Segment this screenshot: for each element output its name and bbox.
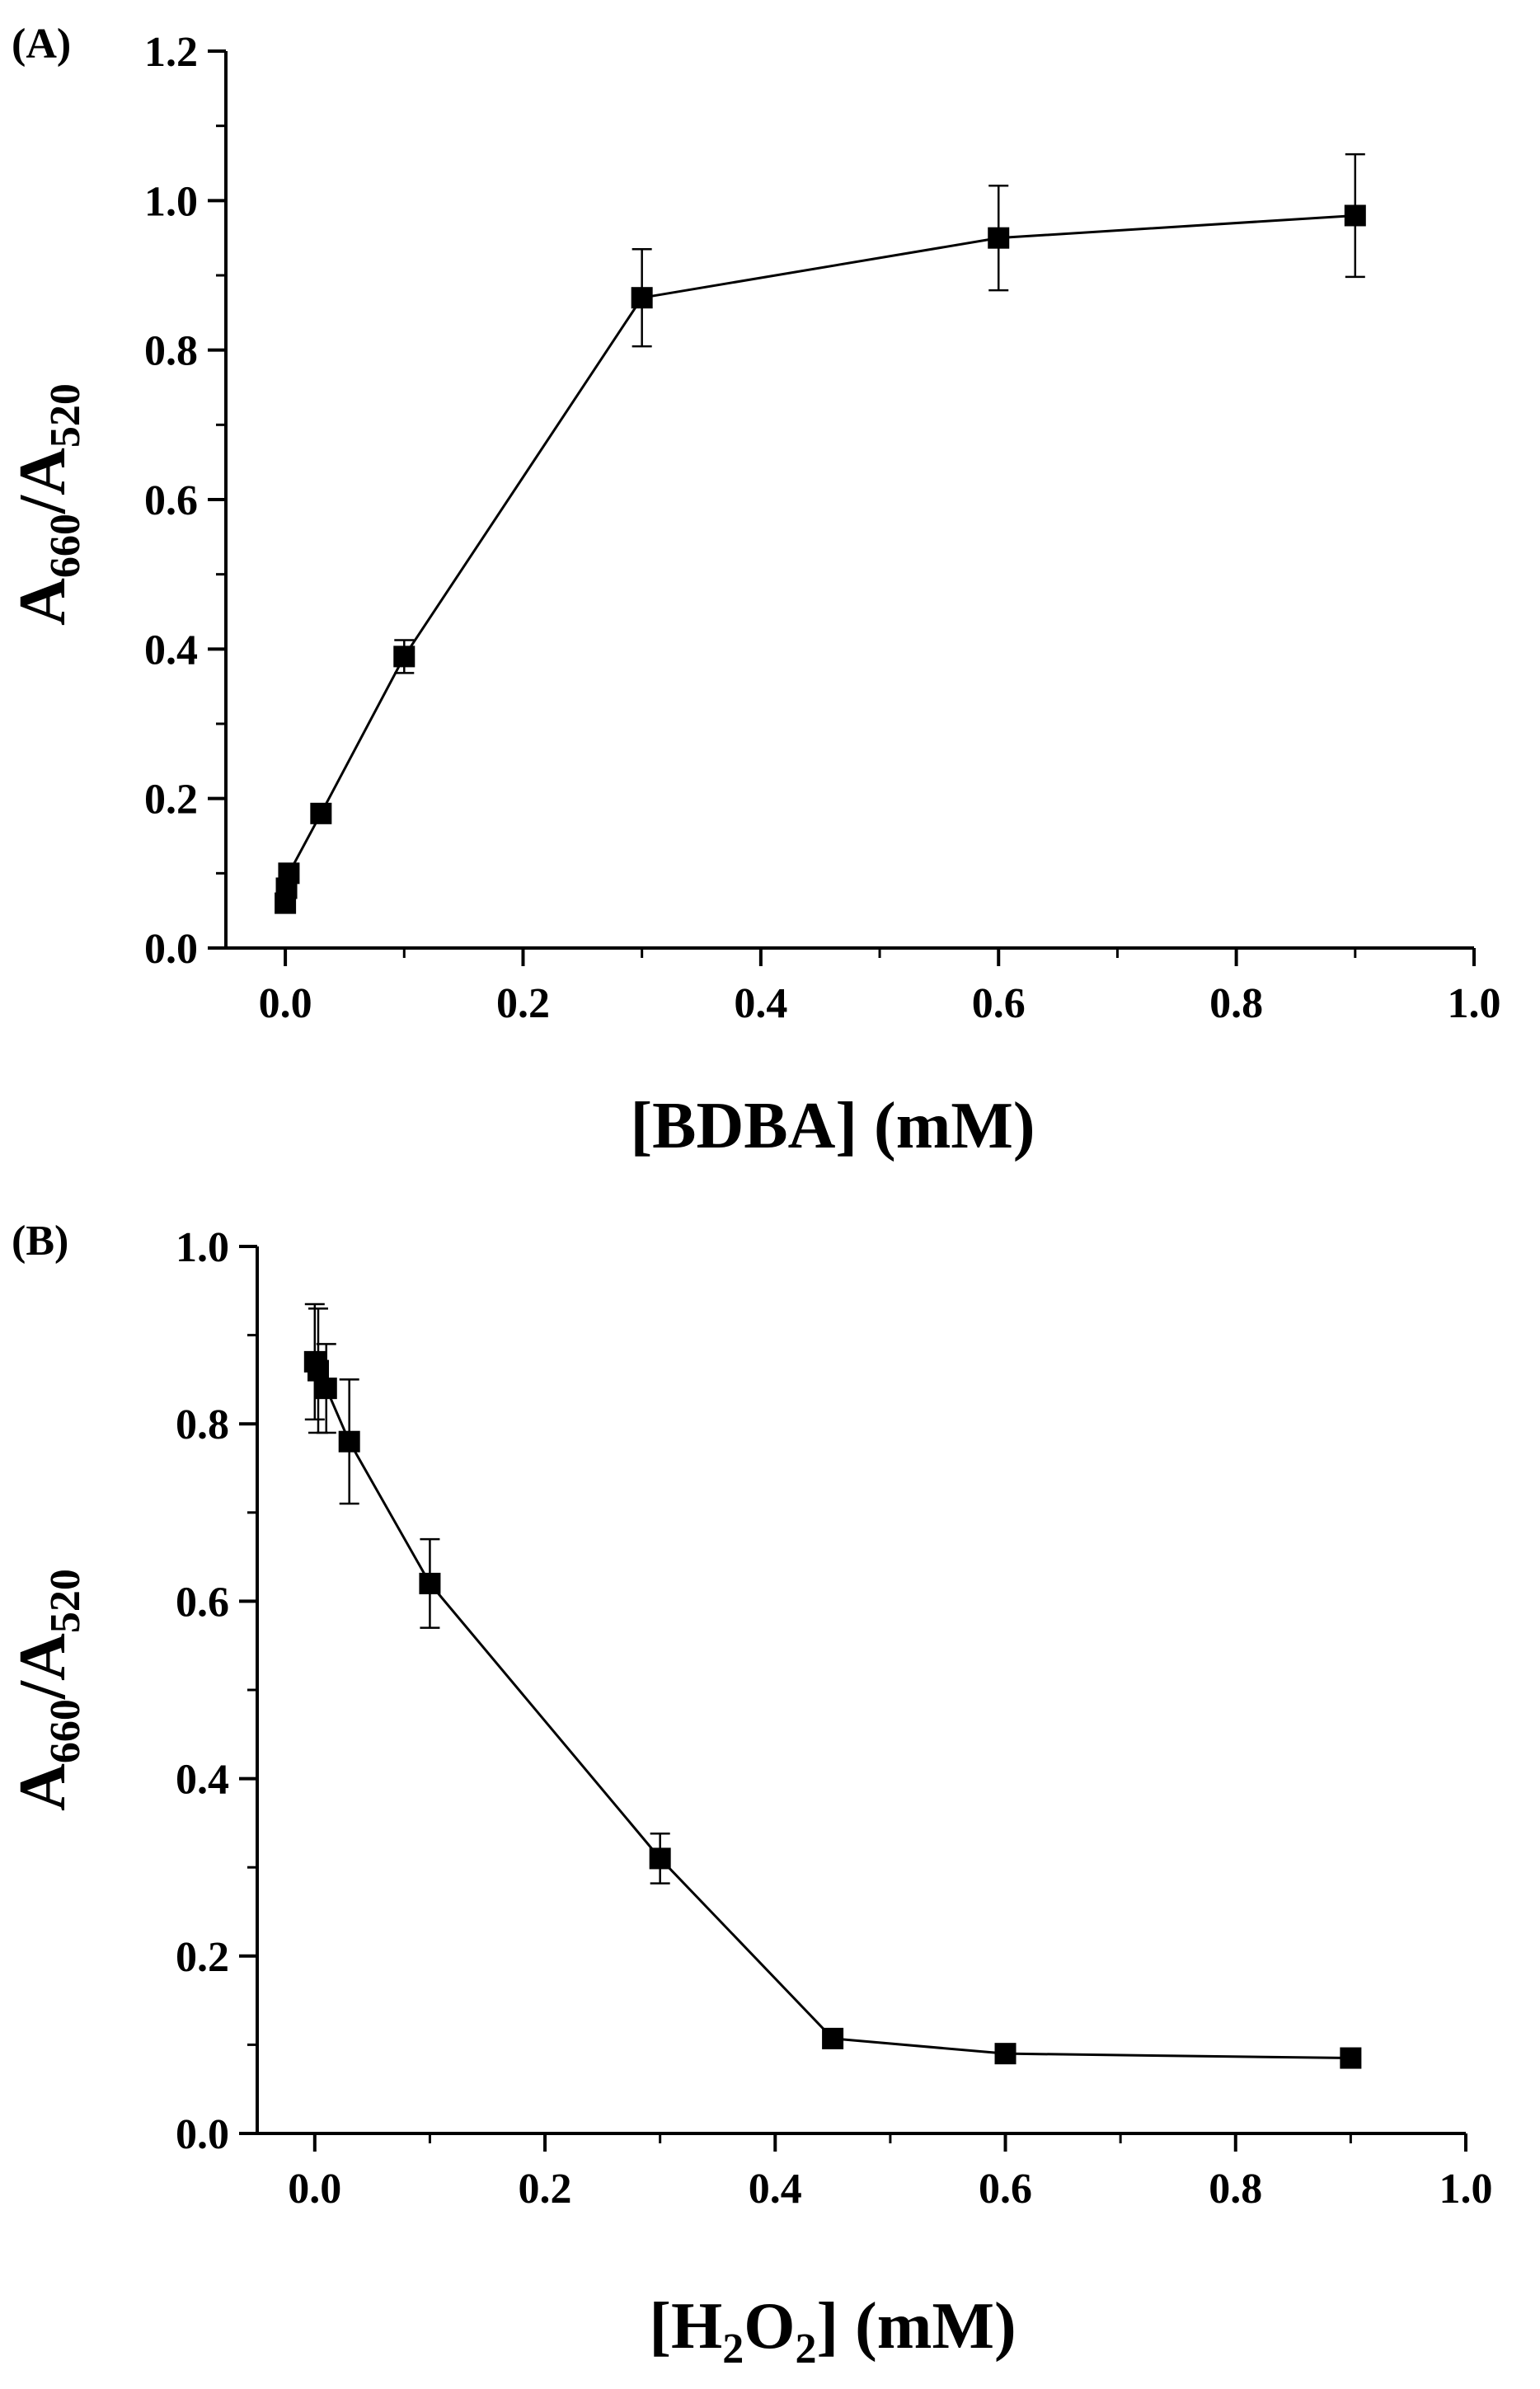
panel-a-series-line <box>284 214 1355 904</box>
panel-a-y-tick-label: 0.6 <box>144 477 198 524</box>
panel-b-x-tick-label: 1.0 <box>1439 2166 1493 2213</box>
svg-text:A660/A520: A660/A520 <box>7 383 89 626</box>
svg-text:A660/A520: A660/A520 <box>7 1569 89 1811</box>
panel-b-y-tick-label: 0.0 <box>176 2111 229 2158</box>
panel-a-x-tick-label: 0.4 <box>734 980 787 1027</box>
panel-a-y-tick-label: 1.0 <box>144 178 198 225</box>
panel-a-data-point <box>1344 204 1366 227</box>
panel-a-y-tick-label: 1.2 <box>144 29 198 76</box>
panel-b-data-point <box>338 1430 360 1453</box>
panel-b-x-tick-label: 0.4 <box>749 2166 802 2213</box>
panel-a: (A) A660/A520 [BDBA] (mM) 0.0 0.2 0.4 0.6 0.… <box>7 21 1501 1162</box>
panel-a-data-point <box>278 862 300 885</box>
panel-b-x-tick-label: 0.0 <box>288 2166 341 2213</box>
panel-a-y-tick-label: 0.0 <box>144 926 198 973</box>
panel-a-x-tick-label: 1.0 <box>1448 980 1501 1027</box>
panel-a-x-tick-label: 0.8 <box>1209 980 1263 1027</box>
panel-b-y-tick-label: 0.2 <box>176 1934 229 1981</box>
panel-a-y-tick-label: 0.4 <box>144 627 198 674</box>
panel-b-data-point <box>822 2027 844 2049</box>
panel-b-y-tick-label: 1.0 <box>176 1224 229 1271</box>
panel-a-x-tick-label: 0.2 <box>496 980 550 1027</box>
panel-b-x-axis-label: [H2O2] (mM) <box>649 2290 1016 2373</box>
panel-b-x-tick-label: 0.2 <box>519 2166 572 2213</box>
panel-a-label: (A) <box>12 21 71 68</box>
panel-a-x-tick-label: 0.0 <box>259 980 312 1027</box>
panel-a-y-tick-label: 0.2 <box>144 777 198 824</box>
panel-a-data-point <box>393 645 416 668</box>
panel-b-y-tick-label: 0.6 <box>176 1579 229 1626</box>
panel-b-y-axis-label: A660/A520 <box>7 1569 89 1811</box>
panel-b-data-point <box>994 2043 1016 2065</box>
panel-a-x-axis-label: [BDBA] (mM) <box>631 1090 1035 1162</box>
panel-a-data-point <box>988 227 1010 249</box>
panel-b-x-tick-label: 0.8 <box>1209 2166 1262 2213</box>
panel-b: (B) A660/A520 [H2O2] (mM) 0.0 0.2 0.4 0.6 0.… <box>7 1218 1493 2373</box>
panel-b-data-point <box>649 1847 671 1870</box>
panel-b-y-tick-label: 0.4 <box>176 1757 229 1804</box>
panel-b-x-tick-label: 0.6 <box>979 2166 1032 2213</box>
panel-b-label: (B) <box>12 1218 68 1265</box>
panel-b-data-point <box>419 1572 441 1594</box>
panel-b-data-point <box>1340 2047 1362 2069</box>
panel-b-data-point <box>315 1378 337 1400</box>
panel-a-y-tick-label: 0.8 <box>144 328 198 375</box>
panel-b-y-tick-label: 0.8 <box>176 1401 229 1448</box>
panel-a-y-axis-label: A660/A520 <box>7 383 89 626</box>
panel-b-series-line <box>313 1361 1351 2060</box>
panel-a-data-point <box>310 802 332 824</box>
panel-a-x-tick-label: 0.6 <box>972 980 1026 1027</box>
panel-a-data-point <box>631 287 653 309</box>
